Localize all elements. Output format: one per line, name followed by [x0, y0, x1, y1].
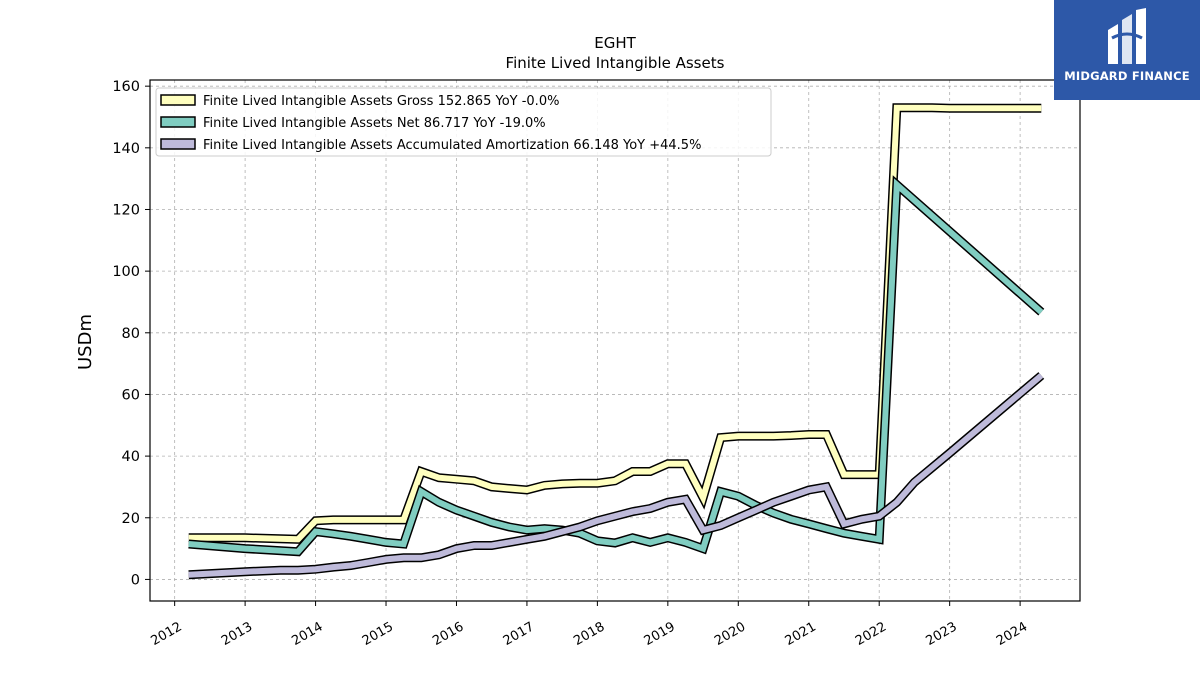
plot-frame [149, 79, 1081, 602]
y-axis-label: USDm [75, 314, 96, 370]
legend-swatch-1 [160, 116, 196, 128]
series-line-0 [188, 104, 1042, 543]
legend-label-1: Finite Lived Intangible Assets Net 86.71… [203, 116, 546, 131]
x-tick-label: 2018 [571, 619, 607, 649]
y-tick-label: 100 [112, 264, 140, 280]
y-tick-label: 60 [122, 387, 140, 403]
y-tick-label: 20 [122, 511, 140, 527]
y-tick-label: 80 [122, 326, 140, 342]
y-tick-label: 120 [112, 202, 140, 218]
chart-subtitle: Finite Lived Intangible Assets [506, 54, 725, 72]
legend-label-2: Finite Lived Intangible Assets Accumulat… [203, 138, 701, 153]
x-tick-label: 2022 [853, 619, 889, 649]
x-tick-label: 2017 [501, 619, 537, 649]
legend-label-0: Finite Lived Intangible Assets Gross 152… [203, 94, 559, 109]
y-tick-label: 0 [131, 572, 140, 588]
legend-swatch-0 [160, 94, 196, 106]
y-tick-label: 160 [112, 79, 140, 95]
x-tick-label: 2012 [148, 619, 184, 649]
x-tick-label: 2021 [783, 619, 819, 649]
x-tick-label: 2013 [219, 619, 255, 649]
y-tick-label: 140 [112, 141, 140, 157]
x-tick-label: 2019 [642, 619, 678, 649]
chart-title: EGHT [594, 34, 636, 52]
series-line-2 [188, 373, 1044, 578]
brand-logo-mark-icon [1108, 8, 1146, 64]
x-tick-label: 2015 [360, 619, 396, 649]
x-tick-label: 2014 [289, 619, 325, 649]
brand-logo: MIDGARD FINANCE [1054, 0, 1200, 100]
series-lines [188, 103, 1045, 580]
series-line-outline-0 [188, 103, 1042, 544]
legend-box [155, 87, 772, 157]
legend-swatch-2 [160, 138, 196, 150]
x-tick-label: 2020 [712, 619, 748, 649]
series-line-1 [188, 178, 1044, 555]
series-line-outline-1 [188, 175, 1045, 557]
x-tick-label: 2016 [430, 619, 466, 649]
y-tick-label: 40 [122, 449, 140, 465]
grid-lines [150, 80, 1080, 601]
x-tick-label: 2023 [923, 619, 959, 649]
legend: Finite Lived Intangible Assets Gross 152… [155, 87, 772, 157]
x-tick-label: 2024 [994, 619, 1030, 649]
brand-logo-text: MIDGARD FINANCE [1064, 69, 1190, 83]
